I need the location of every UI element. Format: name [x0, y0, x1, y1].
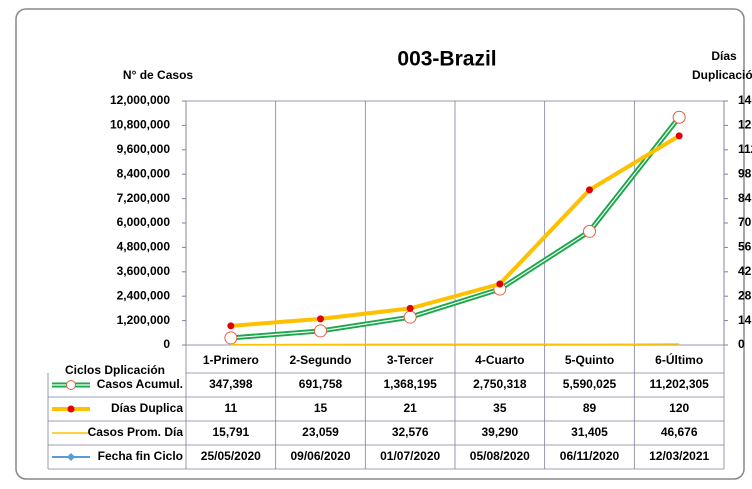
- table-cell: 1,368,195: [383, 377, 437, 391]
- y-tick-label: 4,800,000: [117, 240, 171, 254]
- y-tick-label: 0: [163, 337, 170, 351]
- x-tick-label: 5-Quinto: [565, 353, 614, 367]
- x-tick-label: 6-Último: [655, 352, 703, 367]
- table-cell: 23,059: [302, 425, 339, 439]
- y-tick-label: 12,000,000: [110, 93, 170, 107]
- table-cell: 06/11/2020: [560, 449, 620, 463]
- y-tick-label: 10,800,000: [110, 118, 170, 132]
- y-axis-label: N° de Casos: [123, 68, 193, 82]
- marker: [496, 280, 504, 288]
- legend-key-marker: [66, 380, 76, 390]
- x-tick-label: 3-Tercer: [387, 353, 434, 367]
- table-cell: 32,576: [392, 425, 429, 439]
- table-cell: 12/03/2021: [649, 449, 709, 463]
- table-cell: 11: [224, 401, 237, 415]
- table-cell: 691,758: [299, 377, 343, 391]
- table-cell: 2,750,318: [473, 377, 527, 391]
- y-tick-label: 2,400,000: [117, 288, 171, 302]
- table-cell: 31,405: [571, 425, 608, 439]
- chart-frame: [15, 8, 745, 480]
- y-tick-label: 7,200,000: [117, 191, 171, 205]
- marker: [586, 186, 593, 194]
- marker: [403, 310, 417, 324]
- series-line-inner: [230, 116, 680, 339]
- table-header: Ciclos Dplicación: [65, 363, 165, 377]
- y-tick-label: 3,600,000: [117, 264, 171, 278]
- table-cell: 35: [493, 401, 507, 415]
- y2-tick-label: 70: [738, 215, 752, 229]
- table-cell: 89: [583, 401, 597, 415]
- table-cell: 21: [403, 401, 417, 415]
- legend-label: Casos Acumul.: [97, 377, 183, 391]
- y2-tick-label: 112: [738, 142, 752, 156]
- y2-tick-label: 140: [738, 93, 752, 107]
- marker: [224, 331, 238, 345]
- x-tick-label: 4-Cuarto: [475, 353, 524, 367]
- marker: [672, 110, 686, 124]
- table-cell: 347,398: [209, 377, 253, 391]
- legend-label: Días Duplica: [111, 401, 183, 415]
- legend-label: Casos Prom. Día: [88, 425, 184, 439]
- marker: [583, 224, 596, 238]
- y2-axis-label: Duplicación: [692, 68, 752, 82]
- y2-tick-label: 98: [738, 166, 752, 180]
- table-cell: 01/07/2020: [380, 449, 440, 463]
- legend-label: Fecha fin Ciclo: [98, 449, 183, 463]
- y2-tick-label: 0: [738, 337, 745, 351]
- table-cell: 46,676: [661, 425, 698, 439]
- y2-tick-label: 28: [738, 288, 752, 302]
- marker: [314, 324, 327, 338]
- y-tick-label: 6,000,000: [117, 215, 171, 229]
- table-cell: 15,791: [212, 425, 249, 439]
- table-cell: 120: [669, 401, 689, 415]
- legend-key-marker: [67, 405, 75, 413]
- chart-title: 003-Brazil: [397, 48, 496, 71]
- marker: [317, 315, 324, 323]
- y2-tick-label: 42: [738, 264, 752, 278]
- y2-tick-label: 84: [738, 191, 752, 205]
- table-cell: 05/08/2020: [470, 449, 530, 463]
- y-tick-label: 9,600,000: [117, 142, 171, 156]
- y2-tick-label: 14: [738, 313, 752, 327]
- y2-axis-label: Días: [711, 49, 737, 63]
- legend-key-marker: [67, 453, 75, 461]
- table-cell: 25/05/2020: [201, 449, 261, 463]
- marker: [406, 304, 414, 312]
- x-tick-label: 1-Primero: [203, 353, 259, 367]
- series-line: [230, 134, 681, 328]
- y2-tick-label: 126: [738, 118, 752, 132]
- table-cell: 39,290: [481, 425, 518, 439]
- table-cell: 11,202,305: [649, 377, 709, 391]
- marker: [675, 132, 683, 140]
- y-tick-label: 1,200,000: [117, 313, 171, 327]
- marker: [227, 322, 235, 330]
- y2-tick-label: 56: [738, 240, 752, 254]
- series-line: [230, 343, 680, 346]
- table-cell: 15: [314, 401, 328, 415]
- table-cell: 5,590,025: [563, 377, 617, 391]
- table-cell: 09/06/2020: [290, 449, 350, 463]
- y-tick-label: 8,400,000: [117, 166, 171, 180]
- x-tick-label: 2-Segundo: [290, 353, 352, 367]
